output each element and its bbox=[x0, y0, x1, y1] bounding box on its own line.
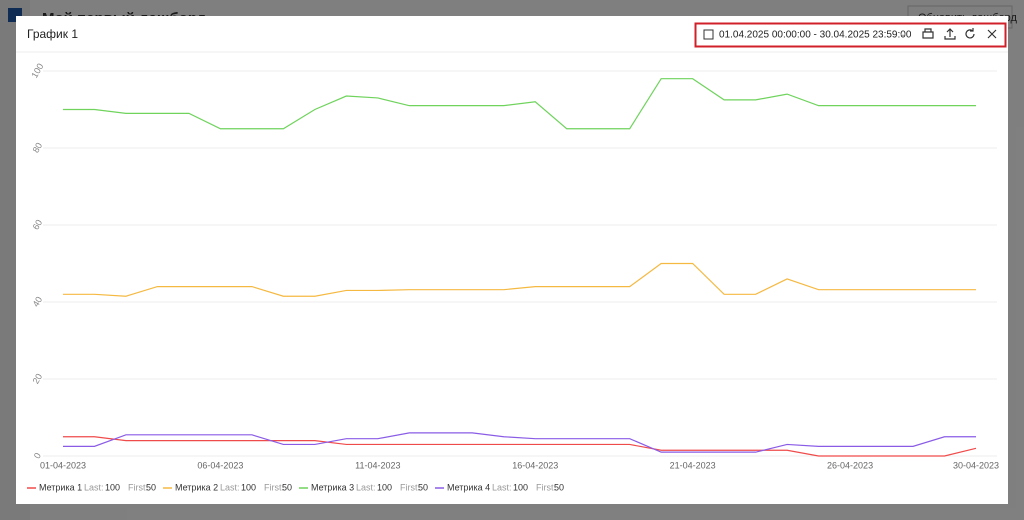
legend-last-value: 100 bbox=[513, 482, 528, 492]
chevron bbox=[899, 32, 907, 37]
date-picker[interactable]: 01.04.2025 00:00:00 - 30.04.2025 23:59:0… bbox=[703, 29, 912, 41]
legend-last-label: Last: bbox=[356, 482, 376, 492]
legend-name: Метрика 1 bbox=[39, 482, 82, 492]
modal-title: График 1 bbox=[27, 27, 78, 41]
legend-last-value: 100 bbox=[105, 482, 120, 492]
calendar-icon bbox=[703, 29, 714, 40]
x-tick-label: 01-04-2023 bbox=[40, 460, 86, 470]
x-tick-label: 06-04-2023 bbox=[197, 460, 243, 470]
modal bbox=[16, 16, 1008, 504]
legend-name: Метрика 3 bbox=[311, 482, 354, 492]
legend-name: Метрика 2 bbox=[175, 482, 218, 492]
y-tick-label: 0 bbox=[32, 451, 43, 460]
x-tick-label: 11-04-2023 bbox=[355, 460, 400, 470]
close-button[interactable] bbox=[987, 29, 997, 39]
legend-last-label: Last: bbox=[220, 482, 240, 492]
x-tick-label: 30-04-2023 bbox=[953, 460, 999, 470]
series-line bbox=[63, 436, 977, 457]
report-button[interactable] bbox=[922, 28, 934, 39]
y-tick-label: 40 bbox=[31, 295, 45, 309]
date-range: 01.04.2025 00:00:00 - 30.04.2025 23:59:0… bbox=[719, 30, 912, 41]
legend-first-label: First: bbox=[264, 482, 284, 492]
legend-first-label: First: bbox=[128, 482, 148, 492]
x-tick-label: 21-04-2023 bbox=[670, 460, 716, 470]
y-tick-label: 20 bbox=[31, 372, 45, 386]
series-line bbox=[63, 262, 976, 297]
series-line bbox=[63, 432, 976, 453]
legend-first-value: 50 bbox=[554, 482, 564, 492]
legend-first-label: First: bbox=[400, 482, 420, 492]
legend-last-label: Last: bbox=[84, 482, 104, 492]
export-button[interactable] bbox=[944, 28, 956, 40]
legend-name: Метрика 4 bbox=[447, 482, 490, 492]
legend-first-label: First: bbox=[536, 482, 556, 492]
x-tick-label: 26-04-2023 bbox=[827, 460, 873, 470]
legend-first-value: 50 bbox=[282, 482, 292, 492]
y-tick-label: 80 bbox=[31, 141, 45, 155]
series-line bbox=[63, 78, 976, 130]
legend-last-value: 100 bbox=[241, 482, 256, 492]
legend-first-value: 50 bbox=[418, 482, 428, 492]
legend-last-value: 100 bbox=[377, 482, 392, 492]
legend-last-label: Last: bbox=[492, 482, 512, 492]
legend-first-value: 50 bbox=[146, 482, 156, 492]
y-tick-label: 60 bbox=[31, 218, 45, 232]
highlight-box bbox=[694, 22, 1007, 48]
refresh-chart-button[interactable] bbox=[965, 28, 975, 39]
x-tick-label: 16-04-2023 bbox=[512, 460, 558, 470]
chart: 0 20 40 60 80 100 01-04-2023 06-04-2023 11-04-20… bbox=[27, 62, 999, 492]
